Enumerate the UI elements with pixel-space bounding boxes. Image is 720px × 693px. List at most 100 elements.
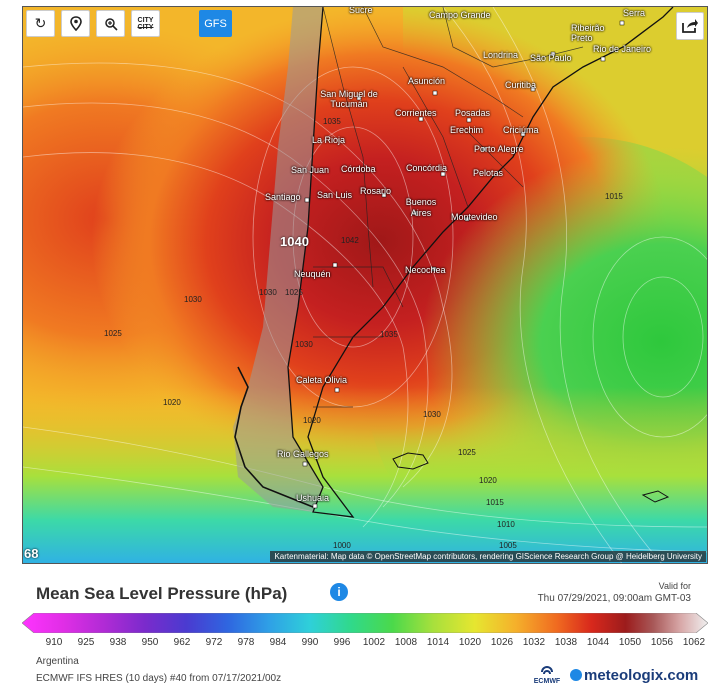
city-label: San Luis xyxy=(317,190,353,200)
city-label: Corrientes xyxy=(395,108,437,118)
pressure-map[interactable]: Sucre Campo Grande Ribeirão Preto Serra … xyxy=(22,6,708,564)
scale-tick-label: 1050 xyxy=(618,637,642,648)
isobar-label: 1030 xyxy=(184,295,202,304)
isobar-label: 1025 xyxy=(104,329,122,338)
map-attribution: Kartenmaterial: Map data © OpenStreetMap… xyxy=(270,551,706,562)
scale-tick-label: 1032 xyxy=(522,637,546,648)
scale-tick-label: 972 xyxy=(205,637,223,648)
share-icon xyxy=(682,19,698,33)
isobar-label: 1035 xyxy=(380,330,398,339)
scale-tick-label: 1026 xyxy=(490,637,514,648)
city-label: Rosario xyxy=(360,186,392,196)
valid-time: Thu 07/29/2021, 09:00am GMT-03 xyxy=(537,593,691,604)
city-toggle-label-struck: CITY xyxy=(137,23,154,31)
city-label: São Paulo xyxy=(530,53,572,63)
isobar-label: 1025 xyxy=(458,448,476,457)
scale-tick-label: 1020 xyxy=(458,637,482,648)
isobar-label: 1005 xyxy=(499,541,517,550)
scale-tick-label: 1044 xyxy=(586,637,610,648)
info-icon[interactable]: i xyxy=(330,583,348,601)
region-label: Argentina xyxy=(36,656,79,667)
isobar-label: 1015 xyxy=(605,192,623,201)
color-scale-ticks: 910 925 938 950 962 972 978 984 990 996 1002 1008 10… xyxy=(36,637,706,649)
city-label: San Juan xyxy=(291,165,330,175)
brand-text: meteologix.com xyxy=(584,667,699,684)
color-scale-bar xyxy=(22,613,708,633)
city-toggle-button[interactable]: CITY CITY xyxy=(131,10,160,37)
pressure-field xyxy=(23,7,707,563)
city-label: Córdoba xyxy=(341,164,376,174)
scale-tick-label: 925 xyxy=(77,637,95,648)
city-label: Caleta Olivia xyxy=(296,375,348,385)
isobar-label: 1020 xyxy=(163,398,181,407)
city-toggle-label: CITY xyxy=(137,16,154,24)
city-label: Serra xyxy=(623,8,646,18)
scale-tick-label: 1014 xyxy=(426,637,450,648)
location-pin-icon xyxy=(69,15,82,31)
share-button[interactable] xyxy=(676,12,704,40)
isobar-label: 1015 xyxy=(486,498,504,507)
scale-tick-label: 984 xyxy=(269,637,287,648)
city-label: Neuquén xyxy=(294,269,331,279)
isobar-label: 1000 xyxy=(333,541,351,550)
city-label: Rio de Janeiro xyxy=(593,44,652,54)
model-gfs-button[interactable]: GFS xyxy=(199,10,232,37)
city-label: La Rioja xyxy=(312,135,346,145)
city-label: Necochea xyxy=(405,265,446,275)
isobar-label: 1020 xyxy=(303,416,321,425)
city-label: Curitiba xyxy=(505,80,537,90)
city-label: Rio Gallegos xyxy=(277,449,329,459)
valid-for-label: Valid for xyxy=(658,581,691,591)
refresh-button[interactable]: ↻ xyxy=(26,10,55,37)
city-label: Campo Grande xyxy=(429,10,491,20)
city-label: San Miguel de Tucumán xyxy=(320,89,378,109)
ecmwf-logo-icon xyxy=(541,666,553,675)
zoom-icon xyxy=(104,17,118,31)
isobar-label: 1030 xyxy=(295,340,313,349)
scale-tick-label: 996 xyxy=(333,637,351,648)
refresh-icon: ↻ xyxy=(34,15,47,31)
scale-tick-label: 1056 xyxy=(650,637,674,648)
isobar-label-max: 1040 xyxy=(280,234,309,249)
legend-title: Mean Sea Level Pressure (hPa) xyxy=(36,584,288,603)
ecmwf-logo-text: ECMWF xyxy=(533,678,561,685)
city-label: Porto Alegre xyxy=(474,144,524,154)
brand-icon xyxy=(570,669,582,681)
isobar-label: 1030 xyxy=(259,288,277,297)
scale-tick-label: 1008 xyxy=(394,637,418,648)
isobar-label: 1010 xyxy=(497,520,515,529)
brand-logo[interactable]: meteologix.com xyxy=(570,667,698,684)
city-label: Buenos Aires xyxy=(405,197,437,218)
scale-tick-label: 950 xyxy=(141,637,159,648)
city-label: Asunción xyxy=(408,76,446,86)
isobar-label: 1020 xyxy=(479,476,497,485)
city-label: Criciúma xyxy=(503,125,539,135)
zoom-button[interactable] xyxy=(96,10,125,37)
city-label: Pelotas xyxy=(473,168,504,178)
isobar-label: 1025 xyxy=(285,288,303,297)
scale-tick-label: 962 xyxy=(173,637,191,648)
city-label: Santiago xyxy=(265,192,301,202)
city-label: Sucre xyxy=(349,6,373,15)
isobar-label: 1042 xyxy=(341,236,359,245)
isobar-label: 1035 xyxy=(323,117,341,126)
forecast-step: 68 xyxy=(24,546,39,561)
isobar-label: 1030 xyxy=(423,410,441,419)
city-label: Erechim xyxy=(450,125,484,135)
map-toolbar: ↻ CITY CITY xyxy=(26,10,160,37)
city-label: Ribeirão Preto xyxy=(571,23,605,43)
city-label: Ushuaia xyxy=(296,493,330,503)
scale-tick-label: 978 xyxy=(237,637,255,648)
scale-tick-label: 910 xyxy=(45,637,63,648)
ecmwf-logo: ECMWF xyxy=(530,666,564,690)
city-label: Londrina xyxy=(483,50,519,60)
scale-tick-label: 938 xyxy=(109,637,127,648)
city-label: Montevideo xyxy=(451,212,498,222)
model-run-label: ECMWF IFS HRES (10 days) #40 from 07/17/… xyxy=(36,673,282,684)
scale-tick-label: 1002 xyxy=(362,637,386,648)
scale-tick-label: 990 xyxy=(301,637,319,648)
scale-tick-label: 1062 xyxy=(682,637,706,648)
city-label: Posadas xyxy=(455,108,491,118)
scale-tick-label: 1038 xyxy=(554,637,578,648)
location-button[interactable] xyxy=(61,10,90,37)
